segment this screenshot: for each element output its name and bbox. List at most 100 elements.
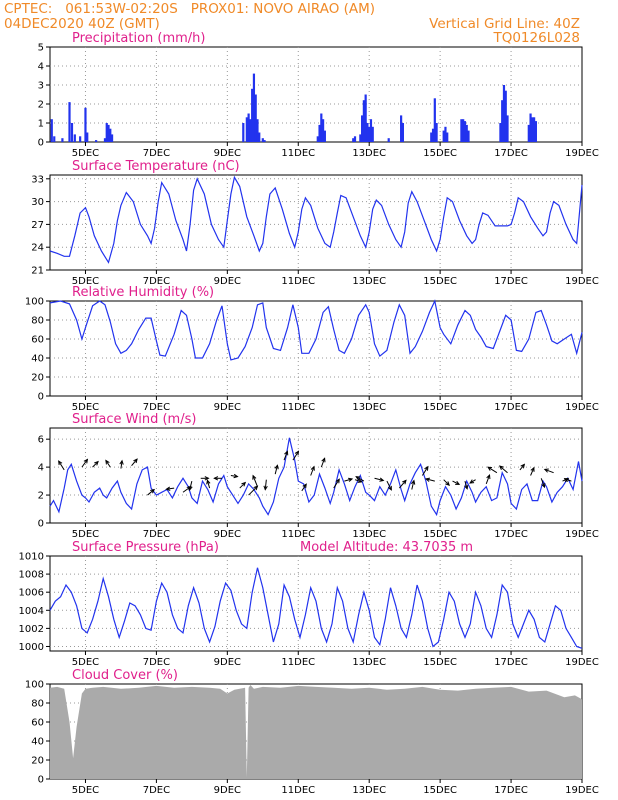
- temperature-ytick-label: 27: [31, 220, 44, 231]
- wind-xtick-label: 19DEC: [565, 529, 599, 540]
- wind-xtick-label: 17DEC: [494, 529, 528, 540]
- temperature-ytick-label: 24: [31, 243, 44, 254]
- wind-vector-head: [274, 464, 279, 470]
- wind-vector: [105, 460, 111, 468]
- temperature-xtick-label: 15DEC: [423, 276, 457, 287]
- wind-vector-head: [464, 484, 469, 490]
- wind-xtick-label: 11DEC: [281, 529, 315, 540]
- precipitation-bar: [249, 119, 252, 142]
- precipitation-bar: [61, 138, 64, 142]
- wind-vector-head: [83, 458, 89, 464]
- wind-vector-head: [252, 474, 257, 480]
- wind-vector: [355, 476, 365, 482]
- wind-vector: [131, 458, 138, 467]
- precipitation-bar: [107, 124, 110, 142]
- precipitation-bar: [242, 123, 245, 142]
- precipitation-bar: [465, 124, 468, 142]
- wind-vector-head: [379, 477, 385, 482]
- precipitation-bar: [68, 102, 71, 142]
- wind-vector: [239, 482, 246, 489]
- precipitation-xtick-label: 9DEC: [214, 148, 241, 159]
- temperature-xtick-label: 17DEC: [494, 276, 528, 287]
- cloud-ytick-label: 40: [31, 737, 44, 748]
- cloud-ytick-label: 0: [38, 775, 44, 786]
- wind-vector: [540, 478, 545, 488]
- wind-vector: [499, 465, 508, 474]
- precipitation-bar: [531, 117, 534, 142]
- humidity-frame: [49, 300, 583, 397]
- wind-vector-head: [310, 465, 315, 471]
- precipitation-bar: [258, 132, 261, 142]
- humidity-ytick-label: 0: [38, 392, 44, 403]
- humidity-xtick-label: 9DEC: [214, 402, 241, 413]
- wind-vector-head: [355, 476, 361, 481]
- wind-vector-head: [445, 481, 450, 487]
- precipitation-bar: [245, 117, 248, 142]
- wind-vector: [398, 480, 407, 489]
- precipitation-ytick-label: 1: [38, 119, 44, 130]
- cloud-xtick-label: 11DEC: [281, 785, 315, 796]
- wind-vector: [301, 483, 307, 492]
- wind-vector-head: [263, 485, 268, 491]
- wind-vector: [544, 468, 554, 474]
- wind-vector: [452, 480, 460, 485]
- precipitation-bar: [95, 140, 98, 142]
- header-model: TQ0126L028: [492, 30, 580, 46]
- wind-vector: [58, 460, 65, 471]
- temperature-xtick-label: 9DEC: [214, 276, 241, 287]
- precipitation-bar: [247, 113, 250, 142]
- precipitation-bar: [53, 136, 56, 142]
- precipitation-bar: [256, 119, 259, 142]
- temperature-ytick-label: 21: [31, 266, 44, 277]
- wind-xtick-label: 13DEC: [352, 529, 386, 540]
- precipitation-bar: [529, 113, 532, 142]
- wind-title: Surface Wind (m/s): [72, 412, 196, 427]
- precipitation-bar: [369, 119, 373, 142]
- cloud-ytick-label: 80: [31, 699, 44, 710]
- pressure-annotation: Model Altitude: 43.7035 m: [300, 540, 473, 555]
- precipitation-bar: [103, 138, 107, 142]
- precipitation-bar: [79, 136, 82, 142]
- pressure-xtick-label: 7DEC: [143, 657, 170, 668]
- pressure-ytick-label: 1004: [19, 606, 44, 617]
- precipitation-bar: [371, 126, 374, 142]
- wind-vector: [166, 487, 175, 490]
- precipitation-bar: [444, 126, 447, 142]
- wind-vector-head: [487, 466, 493, 471]
- pressure-frame: [49, 555, 583, 652]
- precipitation-bar: [462, 119, 465, 142]
- precipitation-bar: [359, 134, 362, 142]
- wind-vector-head: [498, 465, 504, 470]
- wind-vector: [120, 460, 123, 469]
- wind-vector: [411, 480, 415, 490]
- precipitation-bar: [534, 121, 537, 142]
- cloud-xtick-label: 19DEC: [565, 785, 599, 796]
- precipitation-bar: [318, 124, 321, 142]
- pressure-xtick-label: 15DEC: [423, 657, 457, 668]
- wind-line: [49, 437, 583, 517]
- temperature-line: [49, 175, 583, 264]
- humidity-xtick-label: 13DEC: [352, 402, 386, 413]
- pressure-ytick-label: 1002: [19, 624, 44, 635]
- humidity-title: Relative Humidity (%): [72, 285, 214, 300]
- wind-vector-head: [387, 485, 392, 491]
- precipitation-bar: [86, 132, 89, 142]
- precipitation-xtick-label: 11DEC: [281, 148, 315, 159]
- precipitation-bar: [467, 130, 470, 142]
- wind-vector-head: [58, 460, 63, 466]
- header-location: CPTEC: 061:53W-02:20S PROX01: NOVO AIRAO…: [4, 1, 375, 17]
- precipitation-bar: [361, 115, 364, 142]
- precipitation-title: Precipitation (mm/h): [72, 31, 205, 46]
- wind-vector: [344, 478, 353, 482]
- wind-vector-head: [486, 474, 491, 480]
- wind-xtick-label: 9DEC: [214, 529, 241, 540]
- humidity-ytick-label: 40: [31, 354, 44, 365]
- precipitation-bar: [401, 123, 404, 142]
- wind-vector-head: [204, 476, 210, 481]
- cloud-xtick-label: 5DEC: [72, 785, 99, 796]
- precipitation-bar: [263, 140, 266, 142]
- precipitation-bar: [321, 119, 325, 142]
- wind-vector-head: [233, 473, 239, 479]
- wind-vector-head: [541, 483, 546, 489]
- wind-vector: [530, 467, 535, 476]
